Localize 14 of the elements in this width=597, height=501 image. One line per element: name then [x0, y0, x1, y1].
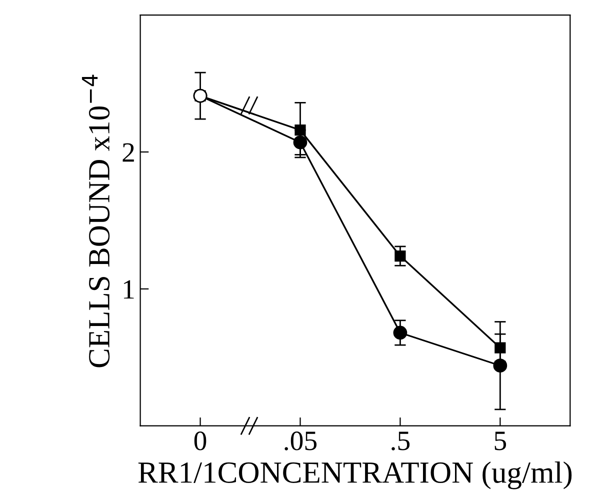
y-tick-label: 2	[122, 143, 134, 162]
point	[493, 358, 508, 373]
x-tick-label: .05	[284, 432, 317, 450]
point	[494, 342, 506, 354]
x-axis-title: RR1/1CONCENTRATION (ug/ml)	[138, 461, 572, 490]
x-tick-label: 5	[494, 432, 506, 450]
x-tick-label: .5	[392, 432, 410, 450]
y-tick-label: 1	[124, 280, 134, 299]
point	[293, 135, 308, 150]
x-tick-label: 0	[194, 432, 206, 450]
point	[394, 250, 406, 262]
point	[294, 124, 306, 136]
point	[393, 326, 408, 340]
y-axis-title: CELLS BOUND x10$^{−4}$	[82, 74, 110, 368]
